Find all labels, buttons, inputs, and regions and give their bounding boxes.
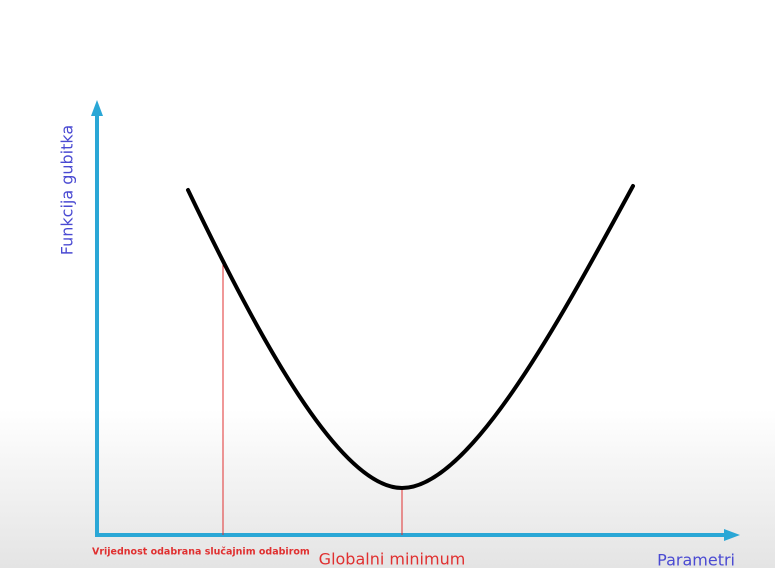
y-axis-arrow (91, 100, 103, 116)
y-axis-label: Funkcija gubitka (58, 125, 77, 255)
x-axis-arrow (724, 529, 740, 541)
global-minimum-label: Globalni minimum (319, 550, 466, 568)
loss-curve (186, 184, 635, 491)
random-value-label: Vrijednost odabrana slučajnim odabirom (92, 547, 310, 558)
x-axis-label: Parametri (657, 551, 735, 568)
